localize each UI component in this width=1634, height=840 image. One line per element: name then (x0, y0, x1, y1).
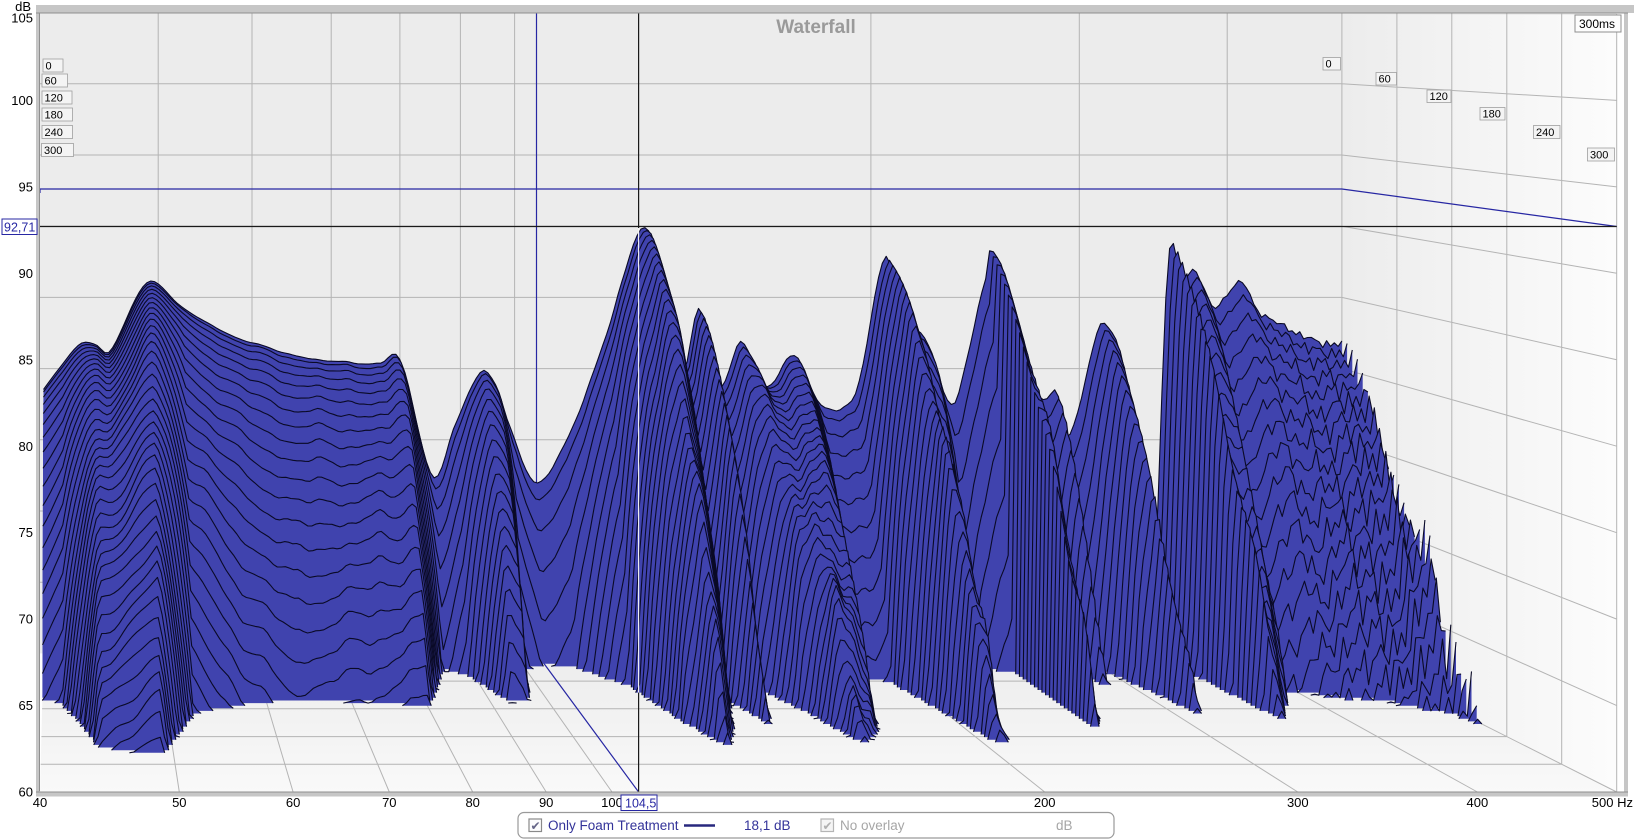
svg-text:92,71: 92,71 (4, 221, 35, 235)
svg-text:240: 240 (1536, 127, 1554, 139)
svg-text:dB: dB (15, 0, 31, 14)
svg-text:40: 40 (33, 795, 47, 810)
svg-text:120: 120 (45, 93, 63, 105)
svg-text:200: 200 (1034, 795, 1056, 810)
svg-text:105: 105 (11, 11, 33, 26)
svg-text:240: 240 (45, 127, 63, 139)
svg-text:500 Hz: 500 Hz (1592, 795, 1633, 810)
svg-text:65: 65 (19, 698, 33, 713)
svg-text:60: 60 (45, 76, 57, 88)
svg-text:Only Foam Treatment: Only Foam Treatment (548, 818, 679, 833)
svg-text:50: 50 (172, 795, 186, 810)
svg-text:300ms: 300ms (1579, 17, 1615, 31)
svg-text:60: 60 (19, 785, 33, 800)
svg-text:✔: ✔ (823, 819, 833, 833)
svg-text:dB: dB (1056, 818, 1073, 833)
svg-text:180: 180 (45, 110, 63, 122)
svg-text:80: 80 (465, 795, 479, 810)
svg-text:Waterfall: Waterfall (776, 17, 856, 38)
svg-text:300: 300 (1287, 795, 1309, 810)
svg-text:70: 70 (19, 612, 33, 627)
svg-text:70: 70 (382, 795, 396, 810)
svg-text:120: 120 (1430, 91, 1448, 103)
svg-text:90: 90 (19, 266, 33, 281)
svg-text:0: 0 (46, 61, 52, 73)
svg-text:400: 400 (1467, 795, 1489, 810)
svg-text:✔: ✔ (531, 819, 541, 833)
svg-text:300: 300 (44, 145, 62, 157)
svg-text:No overlay: No overlay (840, 818, 905, 833)
svg-text:60: 60 (1379, 74, 1391, 86)
svg-text:60: 60 (286, 795, 300, 810)
svg-text:180: 180 (1483, 109, 1501, 121)
svg-text:95: 95 (19, 179, 33, 194)
svg-text:0: 0 (1326, 59, 1332, 71)
svg-text:90: 90 (539, 795, 553, 810)
svg-text:85: 85 (19, 352, 33, 367)
svg-text:104,5: 104,5 (625, 797, 656, 811)
svg-text:100: 100 (11, 93, 33, 108)
svg-text:100: 100 (601, 795, 623, 810)
svg-text:300: 300 (1590, 150, 1608, 162)
svg-text:18,1 dB: 18,1 dB (744, 818, 791, 833)
svg-text:80: 80 (19, 439, 33, 454)
svg-text:75: 75 (19, 525, 33, 540)
